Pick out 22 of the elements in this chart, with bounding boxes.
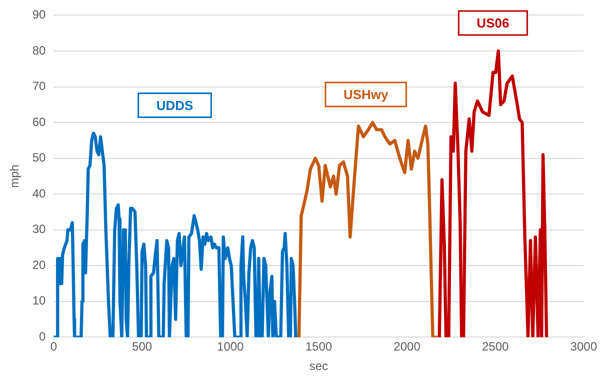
x-tick-label: 0 [50,340,58,354]
y-tick-label: 0 [39,330,46,344]
y-tick-label: 70 [32,79,46,94]
y-tick-label: 80 [32,43,46,58]
y-axis-title: mph [8,164,22,188]
y-tick-label: 60 [32,114,46,129]
x-tick-label: 1500 [305,340,332,354]
x-tick-label: 500 [132,340,152,354]
y-tick-label: 30 [32,222,46,236]
y-tick-label: 20 [32,258,46,272]
x-axis-title: sec [309,359,328,374]
x-tick-label: 2500 [482,340,510,354]
y-tick-label: 90 [32,8,46,22]
x-tick-label: 2000 [394,340,421,354]
y-tick-label: 40 [32,186,46,200]
y-tick-label: 10 [32,294,46,308]
x-tick-label: 3000 [570,340,598,354]
y-tick-label: 50 [32,150,46,165]
series-label: US06 [476,16,510,31]
text: UDDS [156,98,194,113]
x-tick-label: 1000 [217,340,244,354]
series-label: USHwy [343,87,390,102]
